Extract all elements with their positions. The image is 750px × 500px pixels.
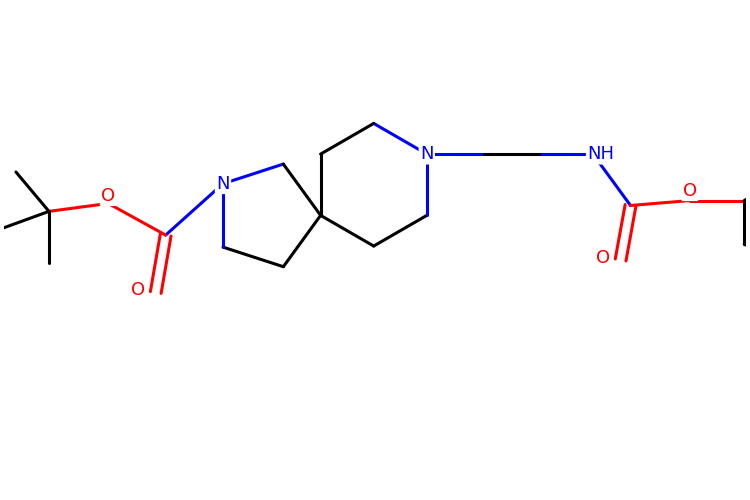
Text: O: O [596, 249, 610, 267]
Text: O: O [101, 186, 115, 204]
Text: O: O [682, 182, 697, 200]
Text: N: N [420, 145, 434, 163]
Text: O: O [131, 282, 145, 300]
Text: NH: NH [587, 145, 614, 163]
Text: N: N [216, 174, 229, 192]
